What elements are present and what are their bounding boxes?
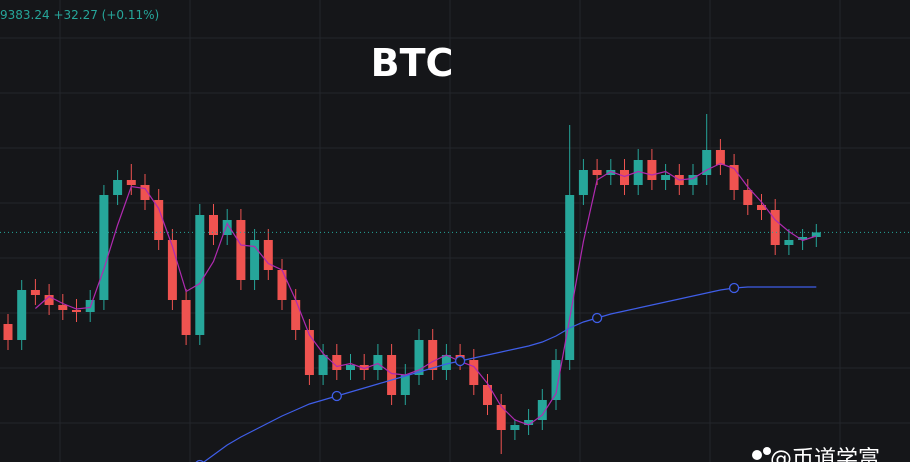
candle-body <box>332 355 342 370</box>
candle-body <box>428 340 438 370</box>
candle-body <box>702 150 712 175</box>
candle-body <box>483 385 492 405</box>
candle-body <box>688 175 698 185</box>
candle-body <box>373 355 383 370</box>
moving-average-line <box>35 162 817 426</box>
candle-body <box>181 300 191 335</box>
candle-body <box>236 220 246 280</box>
candle-body <box>277 270 287 300</box>
plot-area <box>0 114 910 462</box>
candle-body <box>30 290 40 295</box>
candle-body <box>578 170 588 195</box>
candle-body <box>784 240 794 245</box>
candle-body <box>524 420 534 425</box>
candle-body <box>209 215 218 235</box>
candle-body <box>387 355 397 395</box>
watermark: @币道学富 <box>752 447 880 462</box>
candle-body <box>633 160 643 185</box>
chart-title: BTC <box>371 41 454 85</box>
candle-body <box>414 340 424 375</box>
candle-body <box>346 365 355 370</box>
candle-body <box>3 324 13 340</box>
moving-average-marker <box>591 312 603 324</box>
moving-average-line <box>202 286 817 462</box>
watermark-icon <box>752 450 762 460</box>
candle-body <box>58 305 68 310</box>
candle-body <box>647 160 657 180</box>
candle-body <box>222 220 232 235</box>
watermark-icon <box>763 447 771 455</box>
candle-body <box>44 295 54 305</box>
candle-body <box>250 240 260 280</box>
watermark-text: @币道学富 <box>770 447 880 462</box>
price-quote: 9383.24 +32.27 (+0.11%) <box>0 8 159 22</box>
candle-body <box>510 425 520 430</box>
candle-body <box>551 360 561 400</box>
candle-body <box>126 180 136 185</box>
candle-body <box>113 180 123 195</box>
candle-body <box>770 210 780 245</box>
candle-body <box>729 165 739 190</box>
candle-body <box>291 300 301 330</box>
candle-body <box>620 170 629 185</box>
candle-body <box>798 237 808 240</box>
candle-body <box>441 355 451 370</box>
candle-body <box>757 205 766 210</box>
candle-body <box>811 232 821 237</box>
candle-body <box>661 175 671 180</box>
candle-body <box>469 360 479 385</box>
candle-body <box>304 330 314 375</box>
candle-body <box>715 150 725 165</box>
candle-body <box>72 310 81 312</box>
candle-body <box>167 240 177 300</box>
candle-body <box>359 365 369 370</box>
moving-average-marker <box>454 355 466 367</box>
candle-body <box>565 195 575 360</box>
moving-average-marker <box>728 282 740 294</box>
candle-body <box>537 400 547 420</box>
candle-body <box>195 215 205 335</box>
candle-body <box>496 405 506 430</box>
candle-body <box>99 195 109 300</box>
moving-average-marker <box>331 390 342 402</box>
candle-body <box>400 375 410 395</box>
candle-body <box>318 355 328 375</box>
candle-body <box>140 185 150 200</box>
candle-body <box>606 170 616 175</box>
candle-body <box>17 290 27 340</box>
candle-body <box>743 190 753 205</box>
candle-body <box>592 170 602 175</box>
candle-body <box>154 200 164 240</box>
candle-body <box>263 240 273 270</box>
